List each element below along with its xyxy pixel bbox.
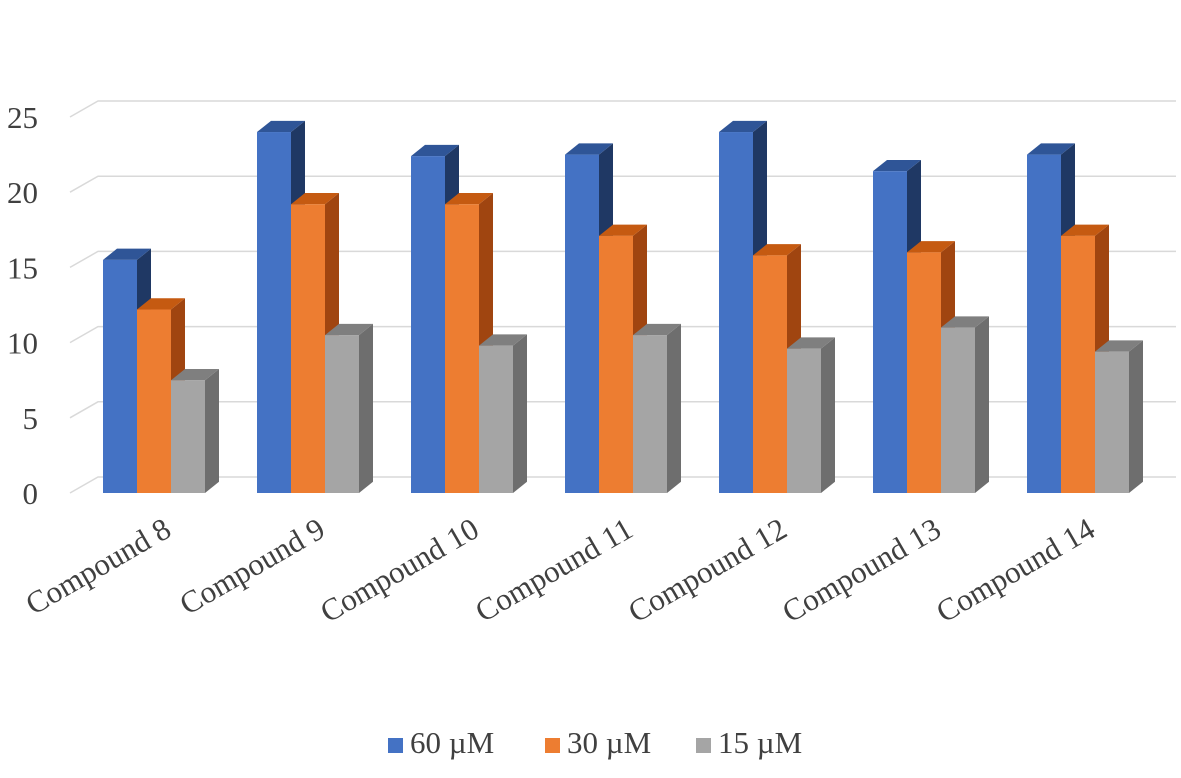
y-axis-ticks: 0 5 10 15 20 25 [7,100,38,511]
y-tick-label: 5 [23,401,39,436]
bar-top [103,248,151,260]
bar-top [257,120,305,133]
bar-front [907,252,941,493]
bar-front [633,335,667,493]
bar-top [479,334,527,346]
bar-front [719,132,753,494]
legend-item: 30 µM [545,725,651,760]
gridline [69,250,1176,269]
bar-top [941,316,989,328]
bar-top [633,323,681,336]
bar-top [325,323,373,336]
gridline [69,175,1176,193]
bar-front [325,335,359,493]
legend-label: 15 µM [718,725,802,760]
bar-front [599,235,633,494]
y-tick-label: 20 [7,175,38,210]
bar-top [873,159,921,172]
bar-top [719,120,767,133]
y-tick-label: 10 [7,326,38,361]
bar-front [103,259,137,493]
x-tick-label: Compound 10 [314,511,484,630]
bar [479,334,527,493]
bar-top [907,241,955,253]
gridline [69,100,1176,118]
bar-front [291,204,325,493]
bar [325,323,373,493]
bar-top [599,224,647,236]
bar-side [667,323,681,493]
y-tick-label: 0 [23,476,39,511]
bar [941,316,989,493]
bar-front [753,255,787,493]
legend: 60 µM 30 µM 15 µM [388,725,802,760]
gridline [69,325,1176,344]
bar-top [787,337,835,349]
bar-front [941,327,975,493]
bar-side [205,369,219,493]
bar-front [1061,235,1095,494]
bar-side [975,316,989,493]
bar-top [291,193,339,205]
bar-side [513,334,527,493]
x-tick-label: Compound 12 [622,511,792,630]
bar-front [787,348,821,493]
y-tick-label: 15 [7,250,38,285]
bar-side [1129,340,1143,493]
x-tick-label: Compound 13 [776,511,946,630]
bar [1095,340,1143,493]
bar-front [445,204,479,493]
bar-top [411,144,459,157]
legend-swatch [545,738,560,753]
bar-front [479,345,513,493]
bar-front [137,309,171,493]
x-tick-label: Compound 14 [930,511,1101,630]
bar-front [257,132,291,494]
bar-front [873,171,907,494]
bar-top [1095,340,1143,352]
bar-top [565,143,613,155]
legend-swatch [696,738,711,753]
bar [787,337,835,493]
x-tick-label: Compound 8 [20,511,177,622]
bar [171,369,219,493]
bar-front [565,154,599,493]
legend-item: 15 µM [696,725,802,760]
bar-top [1027,143,1075,155]
bar-top [753,244,801,256]
legend-item: 60 µM [388,725,494,760]
legend-label: 30 µM [567,725,651,760]
legend-label: 60 µM [410,725,494,760]
bar-top [137,298,185,310]
bar-top [171,369,219,381]
bar-front [411,156,445,493]
bar-front [1027,154,1061,493]
bar-front [1095,351,1129,493]
x-tick-label: Compound 9 [174,511,331,622]
bar-top [1061,224,1109,236]
bar-top [445,193,493,205]
bar [599,224,647,494]
x-tick-label: Compound 11 [469,511,638,629]
y-tick-label: 25 [7,100,38,135]
bars [103,120,1143,494]
bar-front [171,380,205,493]
legend-swatch [388,738,403,753]
bar-side [359,323,373,493]
bar [633,323,681,493]
bar-side [821,337,835,493]
